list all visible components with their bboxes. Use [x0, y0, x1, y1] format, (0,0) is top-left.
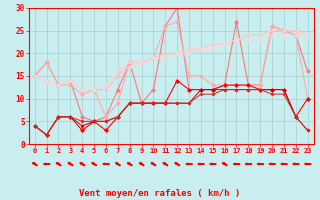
- Text: Vent moyen/en rafales ( km/h ): Vent moyen/en rafales ( km/h ): [79, 189, 241, 198]
